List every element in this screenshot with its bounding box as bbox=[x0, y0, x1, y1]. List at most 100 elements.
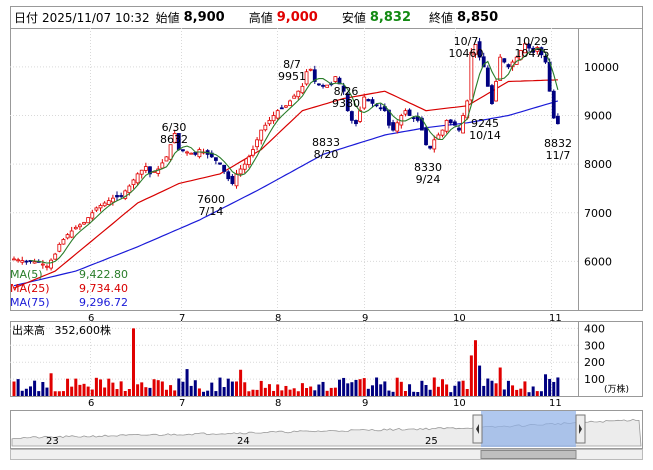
volume-bar bbox=[387, 390, 391, 396]
volume-bar bbox=[539, 391, 543, 396]
volume-x-tick-label: 10 bbox=[453, 398, 466, 409]
candle-body bbox=[181, 149, 185, 152]
candle-body bbox=[407, 109, 412, 116]
candle-body bbox=[444, 119, 449, 132]
navigator-right-handle[interactable] bbox=[575, 414, 586, 444]
volume-bar bbox=[226, 378, 230, 396]
volume-bar bbox=[556, 377, 560, 396]
navigator-selection bbox=[481, 411, 576, 447]
candle-body bbox=[45, 265, 49, 268]
price-annotation: 8632 bbox=[160, 133, 188, 146]
scrollbar-thumb[interactable] bbox=[480, 450, 577, 459]
volume-bar bbox=[103, 387, 107, 396]
candle-body bbox=[452, 121, 457, 126]
volume-x-tick-label: 7 bbox=[179, 398, 185, 409]
candle-body bbox=[143, 166, 148, 171]
high-label: 高値 bbox=[248, 11, 273, 25]
open-label: 始値 bbox=[155, 11, 180, 25]
volume-bar bbox=[24, 388, 28, 396]
navigator-scrollbar[interactable] bbox=[10, 449, 643, 460]
price-annotation: 8/26 bbox=[334, 85, 359, 98]
volume-bar bbox=[16, 379, 20, 396]
volume-bar bbox=[375, 377, 379, 396]
volume-bar bbox=[391, 391, 395, 396]
x-tick-label: 11 bbox=[549, 313, 562, 324]
candle-body bbox=[197, 149, 202, 158]
price-annotation: 11/7 bbox=[546, 149, 571, 162]
arrow-right-icon bbox=[579, 424, 582, 434]
price-annotation: 8/7 bbox=[283, 58, 301, 71]
candle-body bbox=[308, 68, 313, 71]
candle-body bbox=[284, 105, 288, 108]
candle-body bbox=[411, 117, 416, 120]
price-annotation: 9245 bbox=[471, 117, 499, 130]
volume-tick-label: 300 bbox=[584, 339, 605, 352]
volume-tick-label: 100 bbox=[584, 373, 605, 386]
volume-bar bbox=[74, 378, 78, 396]
candle-body bbox=[279, 107, 284, 110]
volume-bar bbox=[107, 378, 111, 396]
price-annotation: 10/29 bbox=[516, 35, 548, 48]
volume-bar bbox=[506, 380, 510, 396]
volume-bar bbox=[511, 385, 515, 396]
volume-bars-group bbox=[12, 328, 560, 396]
y-tick-label: 10000 bbox=[584, 61, 619, 74]
volume-bar bbox=[61, 391, 65, 396]
volume-bar bbox=[197, 388, 201, 396]
volume-bar bbox=[49, 373, 53, 396]
volume-bar bbox=[214, 391, 218, 396]
ma5-line bbox=[30, 47, 559, 264]
candle-body bbox=[255, 139, 259, 148]
price-pane-frame bbox=[10, 28, 643, 311]
candle-body bbox=[304, 71, 309, 85]
price-annotation: 10460 bbox=[449, 47, 484, 60]
candle-body bbox=[506, 64, 511, 68]
volume-bar bbox=[185, 369, 189, 396]
volume-bar bbox=[408, 384, 412, 396]
volume-bar bbox=[329, 387, 333, 396]
candle-body bbox=[90, 212, 95, 219]
y-tick-label: 9000 bbox=[584, 110, 612, 123]
ma75-legend: MA(75) 9,296.72 bbox=[10, 296, 128, 310]
volume-bar bbox=[305, 388, 309, 396]
volume-bar bbox=[383, 381, 387, 396]
candle-body bbox=[296, 90, 301, 98]
y-tick-label: 6000 bbox=[584, 255, 612, 268]
candle-body bbox=[292, 95, 297, 99]
candle-body bbox=[263, 124, 268, 131]
candle-body bbox=[222, 164, 227, 172]
volume-bar bbox=[379, 384, 383, 396]
x-tick-label: 6 bbox=[88, 313, 94, 324]
volume-bar bbox=[321, 381, 325, 396]
candle-body bbox=[473, 44, 478, 55]
volume-unit-label: (万株) bbox=[604, 383, 629, 395]
volume-bar bbox=[420, 380, 424, 396]
volume-bar bbox=[206, 390, 210, 396]
date-label: 日付 bbox=[14, 11, 39, 25]
volume-bar bbox=[346, 383, 350, 396]
volume-bar bbox=[482, 385, 486, 396]
volume-bar bbox=[338, 379, 342, 396]
candle-body bbox=[481, 56, 486, 68]
volume-bar bbox=[20, 390, 24, 396]
price-annotation: 10475 bbox=[515, 47, 550, 60]
candle-body bbox=[65, 234, 70, 239]
candle-body bbox=[555, 115, 560, 125]
volume-bar bbox=[445, 384, 449, 396]
candle-body bbox=[440, 129, 445, 136]
close-label: 終値 bbox=[429, 11, 454, 25]
volume-bar bbox=[189, 385, 193, 396]
candle-body bbox=[391, 122, 395, 131]
x-tick-label: 10 bbox=[453, 313, 466, 324]
candle-body bbox=[366, 99, 371, 102]
volume-bar bbox=[86, 386, 90, 396]
volume-x-tick-label: 8 bbox=[275, 398, 281, 409]
volume-bar bbox=[136, 384, 140, 396]
volume-bar bbox=[259, 380, 263, 396]
ma25-legend: MA(25) 9,734.40 bbox=[10, 282, 128, 296]
navigator-left-handle[interactable] bbox=[472, 414, 483, 444]
candle-body bbox=[354, 120, 358, 125]
candle-body bbox=[370, 99, 375, 104]
candle-body bbox=[156, 168, 161, 174]
volume-bar bbox=[535, 391, 539, 396]
